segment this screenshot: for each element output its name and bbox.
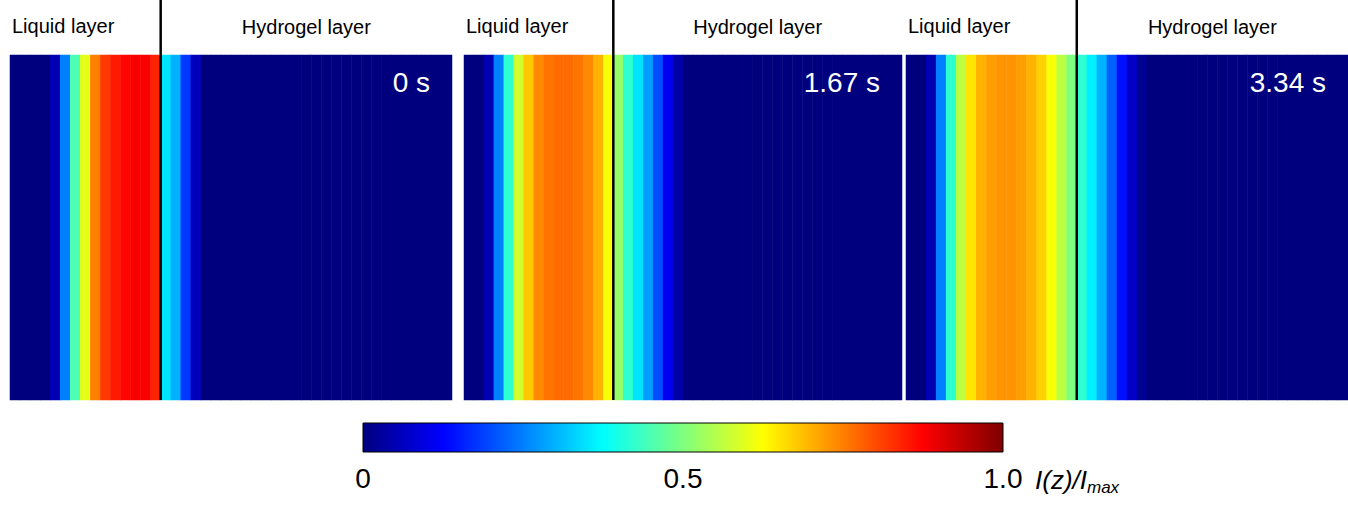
svg-text:Hydrogel layer: Hydrogel layer [693,16,822,38]
svg-text:Hydrogel layer: Hydrogel layer [1148,16,1277,38]
svg-text:Liquid layer: Liquid layer [466,15,569,37]
svg-text:1.0: 1.0 [984,463,1023,494]
svg-text:max: max [1087,478,1120,497]
svg-text:1.67 s: 1.67 s [804,67,880,98]
svg-text:3.34 s: 3.34 s [1250,67,1326,98]
svg-text:0 s: 0 s [393,67,430,98]
svg-text:Liquid layer: Liquid layer [12,15,115,37]
svg-text:Hydrogel layer: Hydrogel layer [242,16,371,38]
svg-text:Liquid layer: Liquid layer [908,15,1011,37]
svg-text:I(z)/I: I(z)/I [1035,465,1087,495]
svg-text:0.5: 0.5 [664,463,703,494]
svg-text:0: 0 [355,463,371,494]
